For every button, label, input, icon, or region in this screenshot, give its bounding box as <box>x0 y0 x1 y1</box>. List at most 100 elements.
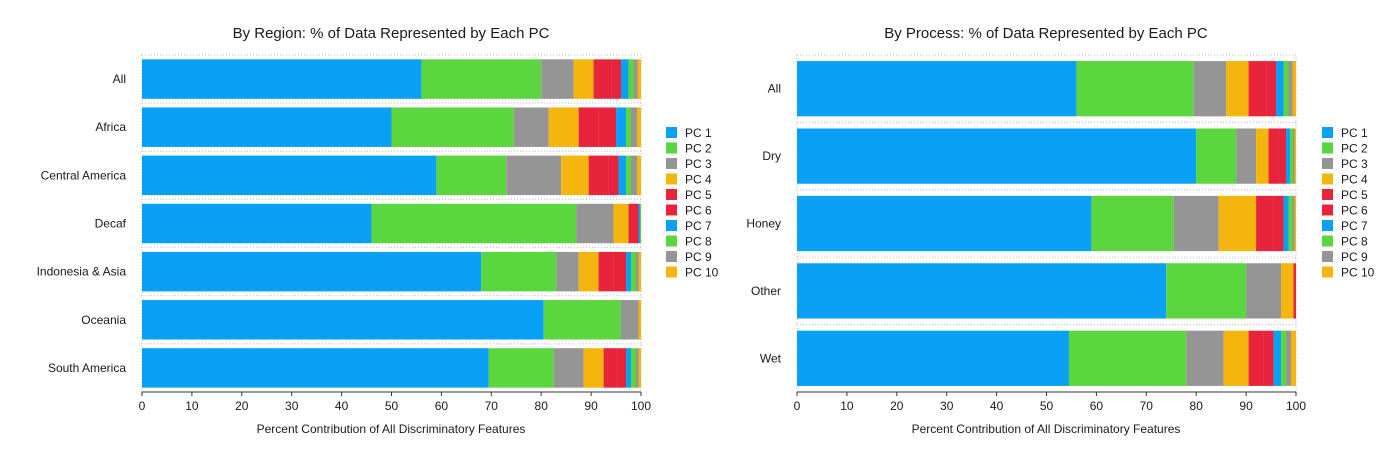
bar-segment <box>1186 330 1224 386</box>
bar-segment <box>1278 128 1287 184</box>
bar-segment <box>636 348 639 388</box>
bar-segment <box>611 59 622 99</box>
bar-segment <box>1248 61 1267 117</box>
bar-segment <box>548 107 579 147</box>
bar-segment <box>561 155 589 196</box>
legend-label: PC 1 <box>685 126 712 140</box>
legend-label: PC 3 <box>1341 157 1368 171</box>
legend-swatch <box>1322 173 1333 185</box>
legend-swatch <box>1322 220 1333 231</box>
bar-segment <box>633 203 639 244</box>
legend-swatch <box>1322 251 1333 262</box>
bar-segment <box>371 203 577 244</box>
legend-label: PC 5 <box>1341 188 1368 202</box>
bar-segment <box>1263 330 1274 386</box>
legend-label: PC 4 <box>685 173 712 187</box>
bar-segment <box>1288 195 1293 252</box>
legend-swatch <box>1322 266 1333 278</box>
bar-segment <box>640 300 641 340</box>
bar-segment <box>142 155 437 196</box>
bar-segment <box>1256 195 1274 252</box>
x-tick-label: 30 <box>940 399 954 413</box>
legend-swatch <box>666 235 677 247</box>
bar-segment <box>626 155 632 196</box>
bar-segment <box>1196 128 1237 184</box>
bar-segment <box>631 251 637 292</box>
bar-segment <box>142 300 544 340</box>
bar-segment <box>1273 195 1284 252</box>
bar-segment <box>626 251 632 292</box>
bar-segment <box>1291 330 1296 386</box>
bar-segment <box>421 59 542 99</box>
bar-segment <box>1266 61 1277 117</box>
bar-segment <box>1226 61 1249 117</box>
x-tick-label: 60 <box>1090 399 1104 413</box>
legend-label: PC 2 <box>1341 142 1368 156</box>
legend-swatch <box>1322 142 1333 154</box>
bar-segment <box>797 128 1197 184</box>
category-label: Wet <box>760 351 782 365</box>
region-chart: By Region: % of Data Represented by Each… <box>37 25 719 436</box>
process-chart: By Process: % of Data Represented by Eac… <box>746 25 1374 436</box>
x-tick-label: 0 <box>794 399 801 413</box>
bar-segment <box>616 348 627 388</box>
legend-swatch <box>666 189 677 200</box>
plot-area: All Africa Central America Decaf Indonesia &… <box>37 54 651 413</box>
x-tick-label: 10 <box>185 399 199 413</box>
bar-segment <box>436 155 507 196</box>
bar-segment <box>1218 195 1257 252</box>
chart-title: By Region: % of Data Represented by Each… <box>233 25 550 42</box>
legend-label: PC 5 <box>685 188 712 202</box>
bar-segment <box>626 348 632 388</box>
category-label: Dry <box>762 149 781 163</box>
bar-segment <box>1236 128 1257 184</box>
legend-label: PC 6 <box>685 204 712 218</box>
legend-label: PC 9 <box>685 250 712 264</box>
bar-segment <box>1276 61 1284 117</box>
bar-segment <box>633 59 638 99</box>
legend-label: PC 10 <box>685 266 719 280</box>
category-label: Honey <box>746 217 781 231</box>
x-tick-label: 70 <box>485 399 499 413</box>
bar-segment <box>626 107 632 147</box>
bar-segment <box>1248 330 1264 386</box>
bar-segment <box>1223 330 1249 386</box>
x-tick-label: 30 <box>285 399 299 413</box>
legend-swatch <box>666 173 677 185</box>
bar-segment <box>1246 263 1282 319</box>
bar-segment <box>576 203 614 244</box>
legend: PC 1 PC 2PC 3 PC 4PC 5 PC 6PC 7 PC 8PC 9 PC 1… <box>1322 126 1375 280</box>
bar-segment <box>616 107 627 147</box>
x-tick-label: 100 <box>1286 399 1306 413</box>
bar-segment <box>506 155 562 196</box>
plot-area: All Dry Honey Other Wet 0 10 20 30 40 50 60 70 80 90 10… <box>746 54 1306 413</box>
bar-segment <box>1256 128 1269 184</box>
x-tick-label: 70 <box>1140 399 1154 413</box>
bar-segment <box>1294 195 1296 252</box>
bar-segment <box>598 107 617 147</box>
bar-segment <box>628 59 634 99</box>
bar-segment <box>638 251 641 292</box>
bar-segment <box>556 251 579 292</box>
legend-label: PC 8 <box>1341 235 1368 249</box>
bar-segment <box>543 300 622 340</box>
x-axis-label: Percent Contribution of All Discriminato… <box>257 422 526 436</box>
bar-segment <box>513 107 549 147</box>
bar-segment <box>797 61 1077 117</box>
bar-segment <box>1286 128 1291 184</box>
legend-label: PC 6 <box>1341 204 1368 218</box>
legend-swatch <box>666 127 677 138</box>
category-label: All <box>768 82 781 96</box>
bar-segment <box>1193 61 1227 117</box>
bar-segment <box>553 348 584 388</box>
legend-swatch <box>1322 158 1333 169</box>
bar-segment <box>573 59 594 99</box>
bar-segment <box>1292 61 1296 117</box>
bar-segment <box>637 107 641 147</box>
bar-segment <box>1166 263 1247 319</box>
category-label: Central America <box>41 168 127 182</box>
bar-segment <box>603 348 617 388</box>
x-tick-label: 80 <box>535 399 549 413</box>
bar-segment <box>1295 263 1296 319</box>
x-tick-label: 20 <box>235 399 249 413</box>
